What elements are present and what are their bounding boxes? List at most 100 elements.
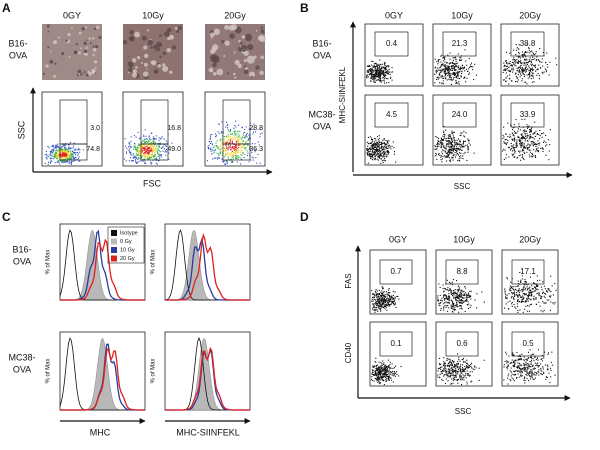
dot bbox=[525, 358, 527, 360]
dot bbox=[385, 300, 387, 302]
dot bbox=[135, 136, 137, 138]
dot bbox=[537, 289, 539, 291]
dot bbox=[539, 47, 541, 49]
dot bbox=[378, 150, 380, 152]
dot bbox=[533, 299, 535, 301]
dot bbox=[520, 143, 522, 145]
dot bbox=[466, 296, 468, 298]
dot bbox=[439, 294, 441, 296]
dot bbox=[507, 383, 509, 385]
dot bbox=[143, 148, 145, 150]
dot bbox=[59, 160, 61, 162]
dot bbox=[456, 299, 458, 301]
dot bbox=[450, 148, 452, 150]
dot bbox=[520, 145, 522, 147]
dot bbox=[513, 150, 515, 152]
dot bbox=[146, 148, 148, 150]
dot bbox=[442, 294, 444, 296]
dot bbox=[514, 370, 516, 372]
dot bbox=[438, 141, 440, 143]
dot bbox=[375, 70, 377, 72]
dot bbox=[461, 308, 463, 310]
dot bbox=[378, 304, 380, 306]
dot bbox=[449, 149, 451, 151]
dot bbox=[374, 145, 376, 147]
dot bbox=[148, 156, 150, 158]
dot bbox=[370, 74, 372, 76]
dot bbox=[144, 146, 146, 148]
dot bbox=[141, 146, 143, 148]
dot bbox=[379, 151, 381, 153]
dot bbox=[384, 369, 386, 371]
dot bbox=[531, 143, 533, 145]
dot bbox=[534, 135, 536, 137]
dot bbox=[532, 373, 534, 375]
dot bbox=[378, 361, 380, 363]
dot bbox=[388, 365, 390, 367]
dot bbox=[163, 148, 165, 150]
dot bbox=[457, 74, 459, 76]
dot bbox=[451, 143, 453, 145]
dot bbox=[453, 360, 455, 362]
dot bbox=[439, 367, 441, 369]
dot bbox=[248, 161, 250, 163]
dot bbox=[469, 290, 471, 292]
dot bbox=[544, 68, 546, 70]
dot bbox=[466, 77, 468, 79]
dot bbox=[395, 161, 397, 163]
dot bbox=[387, 70, 389, 72]
dot bbox=[545, 145, 547, 147]
dot bbox=[128, 160, 130, 162]
dot bbox=[128, 146, 130, 148]
dot bbox=[505, 297, 507, 299]
dot bbox=[53, 154, 55, 156]
cell bbox=[153, 69, 159, 74]
dot bbox=[230, 129, 232, 131]
dot bbox=[449, 365, 451, 367]
dot bbox=[452, 382, 454, 384]
dot bbox=[463, 77, 465, 79]
dot bbox=[383, 299, 385, 301]
dot bbox=[148, 144, 150, 146]
dot bbox=[446, 374, 448, 376]
dot bbox=[475, 367, 477, 369]
dot bbox=[440, 70, 442, 72]
dot bbox=[383, 139, 385, 141]
dot bbox=[544, 302, 546, 304]
dot bbox=[381, 299, 383, 301]
dot bbox=[369, 153, 371, 155]
dot bbox=[450, 150, 452, 152]
dot bbox=[513, 288, 515, 290]
dot bbox=[549, 129, 551, 131]
dot bbox=[536, 74, 538, 76]
dot bbox=[378, 377, 380, 379]
dot bbox=[515, 65, 517, 67]
column-header: 0GY bbox=[63, 10, 81, 20]
dot bbox=[374, 370, 376, 372]
dot bbox=[524, 140, 526, 142]
dot bbox=[384, 304, 386, 306]
dot bbox=[550, 361, 552, 363]
dot bbox=[529, 357, 531, 359]
dot bbox=[384, 305, 386, 307]
dot bbox=[377, 381, 379, 383]
dot bbox=[460, 370, 462, 372]
dot bbox=[390, 301, 392, 303]
dot bbox=[552, 302, 554, 304]
dot bbox=[538, 301, 540, 303]
dot bbox=[229, 146, 231, 148]
legend-label: 10 Gy bbox=[120, 247, 135, 253]
dot bbox=[124, 158, 126, 160]
dot bbox=[455, 292, 457, 294]
dot bbox=[537, 349, 539, 351]
dot bbox=[253, 128, 255, 130]
dot bbox=[57, 160, 59, 162]
dot bbox=[386, 71, 388, 73]
dot bbox=[465, 297, 467, 299]
dot bbox=[380, 145, 382, 147]
dot bbox=[544, 292, 546, 294]
dot bbox=[156, 148, 158, 150]
dot bbox=[511, 153, 513, 155]
dot bbox=[457, 291, 459, 293]
dot bbox=[378, 380, 380, 382]
